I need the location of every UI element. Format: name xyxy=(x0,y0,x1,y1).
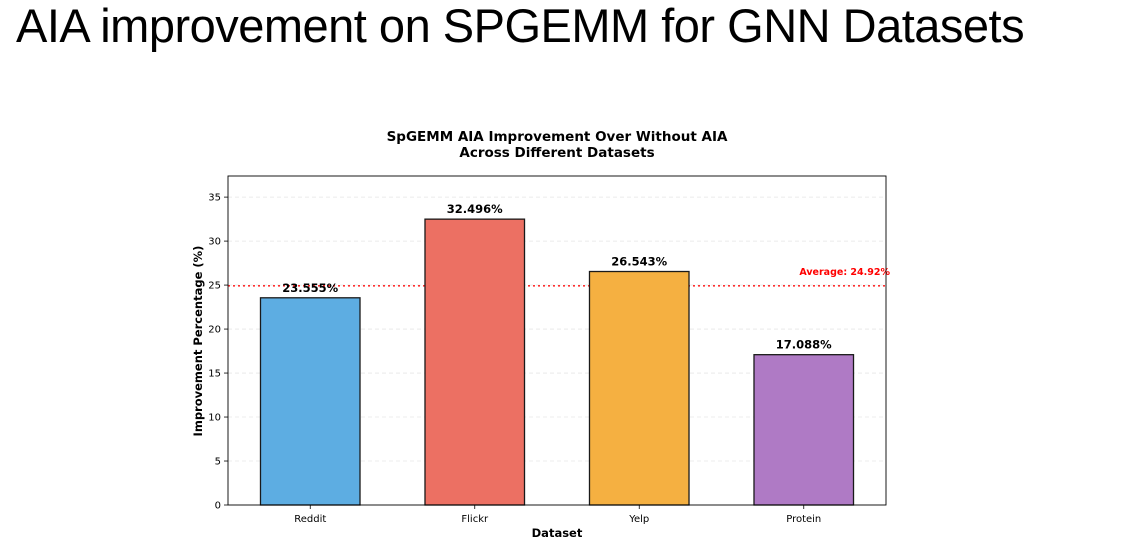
y-tick-label: 5 xyxy=(215,457,221,468)
plot-frame xyxy=(227,175,887,506)
reference-line-group: Average: 24.92% xyxy=(228,267,890,287)
axes: 0 5 10 15 20 25 30 35 Reddit Flickr Yelp Protein xyxy=(208,175,887,525)
bar-protein xyxy=(753,354,855,506)
y-tick-label: 35 xyxy=(208,193,221,204)
bar-flickr xyxy=(424,218,526,506)
bar-value-label: 32.496% xyxy=(447,202,503,216)
bar-value-label: 26.543% xyxy=(611,255,667,269)
average-label: Average: 24.92% xyxy=(799,267,890,278)
y-tick-label: 10 xyxy=(208,413,221,424)
bar-value-label: 17.088% xyxy=(776,338,832,352)
slide-title: AIA improvement on SPGEMM for GNN Datase… xyxy=(16,0,1025,52)
x-tick-label: Flickr xyxy=(461,514,489,525)
y-tick-label: 30 xyxy=(208,237,221,248)
chart-title-line-2: Across Different Datasets xyxy=(459,145,654,161)
y-tick-label: 25 xyxy=(208,281,221,292)
bar-value-label: 23.555% xyxy=(282,281,338,295)
y-axis-label: Improvement Percentage (%) xyxy=(191,246,205,437)
chart-title-line-1: SpGEMM AIA Improvement Over Without AIA xyxy=(387,129,728,145)
x-axis-label: Dataset xyxy=(532,526,583,540)
y-tick-label: 20 xyxy=(208,325,221,336)
x-tick-label: Yelp xyxy=(628,514,649,525)
y-tick-label: 15 xyxy=(208,369,221,380)
x-tick-label: Protein xyxy=(786,514,821,525)
bar-yelp xyxy=(588,270,690,506)
x-tick-label: Reddit xyxy=(294,514,326,525)
bar-reddit xyxy=(259,297,361,506)
bars: 23.555% 32.496% 26.543% 17.088% xyxy=(259,202,855,506)
y-tick-label: 0 xyxy=(215,501,221,512)
